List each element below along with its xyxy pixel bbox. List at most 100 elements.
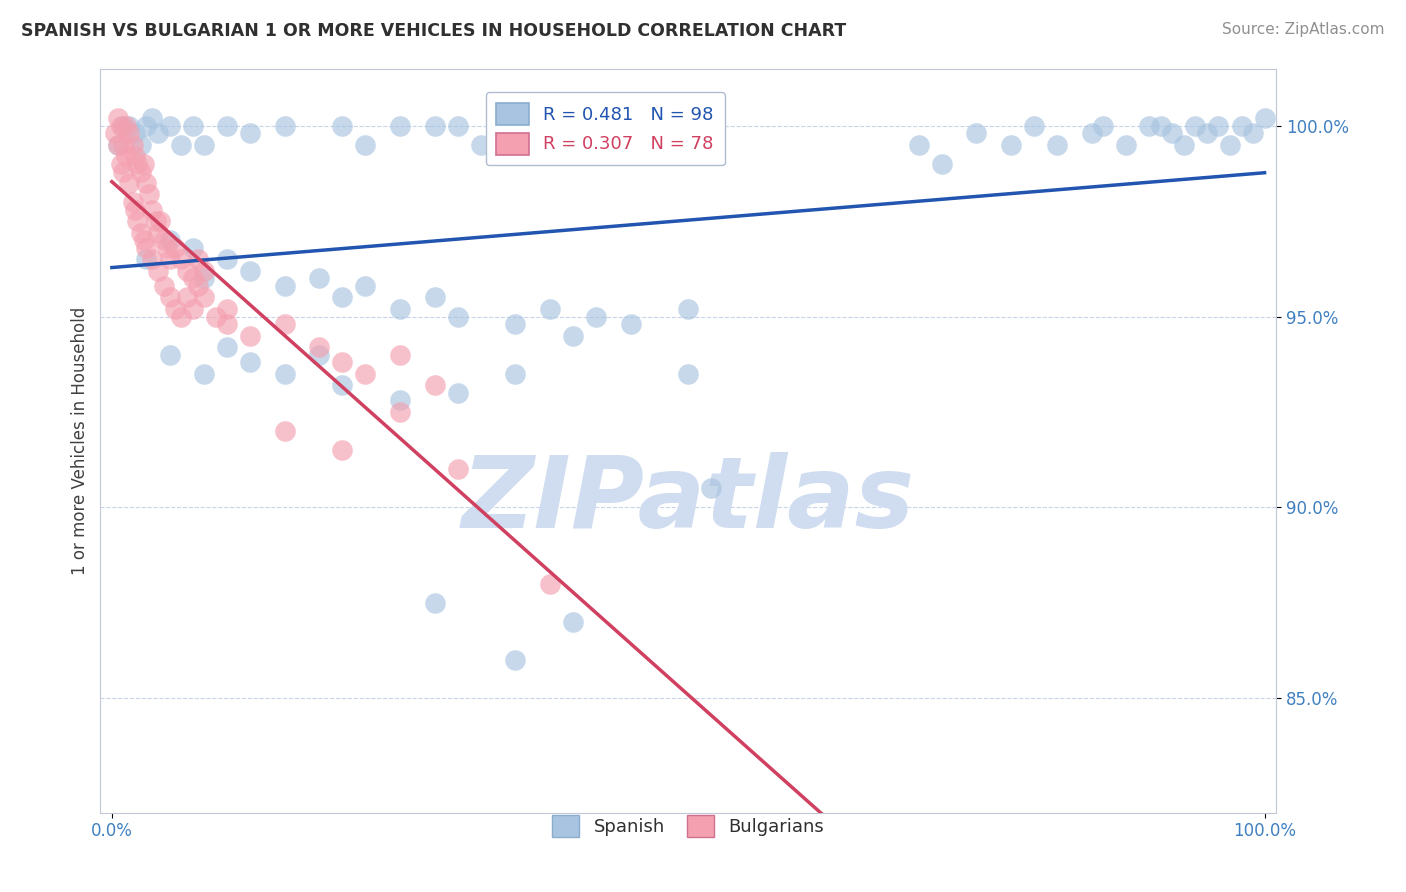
Point bbox=[447, 462, 470, 476]
Point bbox=[1022, 119, 1045, 133]
Point bbox=[389, 393, 412, 408]
Point bbox=[562, 328, 585, 343]
Point bbox=[146, 264, 169, 278]
Point bbox=[170, 310, 193, 324]
Point bbox=[135, 241, 157, 255]
Point bbox=[193, 264, 215, 278]
Point bbox=[118, 127, 141, 141]
Point bbox=[447, 385, 470, 400]
Text: SPANISH VS BULGARIAN 1 OR MORE VEHICLES IN HOUSEHOLD CORRELATION CHART: SPANISH VS BULGARIAN 1 OR MORE VEHICLES … bbox=[21, 22, 846, 40]
Point bbox=[124, 127, 146, 141]
Point bbox=[538, 576, 561, 591]
Point bbox=[159, 290, 181, 304]
Point bbox=[1000, 137, 1022, 152]
Point bbox=[505, 127, 527, 141]
Point bbox=[1161, 127, 1184, 141]
Point bbox=[389, 348, 412, 362]
Point bbox=[354, 137, 377, 152]
Point bbox=[700, 481, 723, 495]
Point bbox=[114, 119, 136, 133]
Point bbox=[505, 653, 527, 667]
Point bbox=[181, 301, 204, 316]
Point bbox=[585, 310, 607, 324]
Point bbox=[332, 119, 354, 133]
Point bbox=[389, 119, 412, 133]
Point bbox=[156, 241, 179, 255]
Point bbox=[135, 119, 157, 133]
Point bbox=[141, 111, 163, 125]
Point bbox=[118, 176, 141, 190]
Point bbox=[1092, 119, 1115, 133]
Point bbox=[274, 119, 297, 133]
Point bbox=[1184, 119, 1206, 133]
Point bbox=[217, 301, 239, 316]
Text: ZIPatlas: ZIPatlas bbox=[461, 451, 915, 549]
Point bbox=[1195, 127, 1218, 141]
Point bbox=[176, 290, 198, 304]
Point bbox=[134, 157, 156, 171]
Point bbox=[118, 119, 141, 133]
Point bbox=[217, 340, 239, 354]
Point bbox=[447, 310, 470, 324]
Point bbox=[676, 301, 699, 316]
Point bbox=[505, 317, 527, 331]
Point bbox=[104, 127, 127, 141]
Point bbox=[129, 164, 152, 178]
Point bbox=[193, 367, 215, 381]
Point bbox=[389, 301, 412, 316]
Point bbox=[562, 615, 585, 629]
Point bbox=[1080, 127, 1102, 141]
Point bbox=[181, 119, 204, 133]
Point bbox=[332, 355, 354, 369]
Point bbox=[1173, 137, 1195, 152]
Point bbox=[107, 137, 129, 152]
Point bbox=[129, 226, 152, 240]
Point bbox=[127, 157, 149, 171]
Point bbox=[112, 137, 135, 152]
Point bbox=[170, 137, 193, 152]
Point bbox=[1208, 119, 1230, 133]
Point bbox=[152, 279, 174, 293]
Point bbox=[470, 137, 492, 152]
Point bbox=[1253, 111, 1275, 125]
Point bbox=[149, 214, 172, 228]
Point bbox=[135, 176, 157, 190]
Point bbox=[332, 443, 354, 458]
Point bbox=[107, 137, 129, 152]
Point bbox=[239, 127, 262, 141]
Point bbox=[121, 137, 143, 152]
Point bbox=[181, 271, 204, 285]
Y-axis label: 1 or more Vehicles in Household: 1 or more Vehicles in Household bbox=[72, 307, 89, 574]
Point bbox=[159, 252, 181, 267]
Point bbox=[110, 157, 132, 171]
Point bbox=[193, 290, 215, 304]
Point bbox=[146, 127, 169, 141]
Point bbox=[423, 596, 446, 610]
Point bbox=[193, 137, 215, 152]
Point bbox=[165, 241, 187, 255]
Point bbox=[274, 424, 297, 438]
Point bbox=[1046, 137, 1069, 152]
Point bbox=[204, 310, 226, 324]
Point bbox=[193, 271, 215, 285]
Point bbox=[332, 290, 354, 304]
Point bbox=[931, 157, 953, 171]
Point bbox=[447, 119, 470, 133]
Point bbox=[274, 317, 297, 331]
Point bbox=[505, 367, 527, 381]
Point bbox=[112, 119, 135, 133]
Point bbox=[239, 355, 262, 369]
Point bbox=[354, 279, 377, 293]
Point bbox=[1230, 119, 1253, 133]
Point bbox=[152, 233, 174, 247]
Point bbox=[138, 187, 160, 202]
Point bbox=[176, 264, 198, 278]
Point bbox=[114, 149, 136, 163]
Point bbox=[187, 252, 209, 267]
Point bbox=[159, 119, 181, 133]
Point bbox=[308, 348, 330, 362]
Point bbox=[538, 301, 561, 316]
Point bbox=[112, 164, 135, 178]
Point bbox=[676, 367, 699, 381]
Point bbox=[159, 233, 181, 247]
